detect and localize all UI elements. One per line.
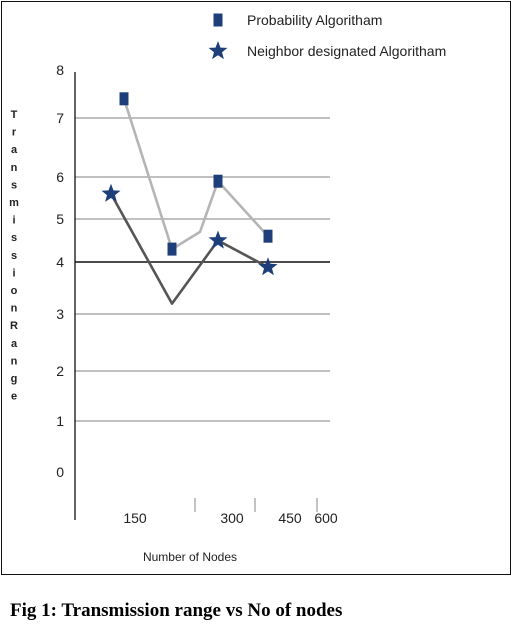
y-axis-label-char: T (11, 109, 18, 121)
legend-label-1: Neighbor designated Algoritham (247, 43, 446, 59)
data-point-square (213, 174, 223, 188)
y-axis-label-char: n (11, 355, 18, 367)
y-axis-label-char: n (11, 162, 18, 174)
data-point-square (263, 229, 273, 243)
y-tick-label-1: 1 (56, 413, 64, 429)
y-axis-label-char: n (11, 303, 18, 315)
x-axis-label: Number of Nodes (143, 550, 237, 564)
data-point-star (208, 230, 228, 249)
y-axis-label-char: i (12, 215, 15, 227)
y-axis-label-char: s (11, 250, 17, 262)
y-axis-label-char: a (11, 338, 18, 350)
series-line-1 (109, 193, 269, 305)
y-tick-label-2: 2 (56, 363, 64, 379)
y-tick-label-8: 8 (56, 62, 64, 78)
y-tick-label-6: 6 (56, 169, 64, 185)
y-tick-label-0: 0 (56, 464, 64, 480)
y-tick-label-5: 5 (56, 211, 64, 227)
y-axis-label-char: o (11, 285, 18, 297)
series-line-0 (122, 98, 269, 251)
x-tick-label-300: 300 (220, 510, 244, 526)
figure-frame (1, 1, 511, 575)
y-axis-label-char: i (12, 267, 15, 279)
y-axis-label-char: e (11, 391, 17, 403)
y-axis-label-char: r (12, 127, 17, 139)
data-point-square (119, 92, 129, 106)
y-axis-label-char: s (11, 179, 17, 191)
data-point-star (258, 257, 278, 276)
y-axis-label-char: R (10, 320, 18, 332)
y-axis-label-char: g (11, 373, 18, 385)
figure-caption: Fig 1: Transmission range vs No of nodes (10, 600, 343, 621)
y-tick-label-3: 3 (56, 306, 64, 322)
data-point-square (167, 242, 177, 256)
legend-label-0: Probability Algoritham (247, 12, 382, 28)
x-tick-label-450: 450 (278, 510, 302, 526)
y-axis-label-char: s (11, 232, 17, 244)
data-point-star (101, 183, 121, 202)
legend-marker-star (208, 41, 228, 60)
x-tick-label-150: 150 (123, 510, 147, 526)
y-tick-label-4: 4 (56, 254, 64, 270)
x-tick-label-600: 600 (314, 510, 338, 526)
legend-marker-square (213, 13, 223, 27)
y-tick-label-7: 7 (56, 110, 64, 126)
y-axis-label-char: m (9, 197, 19, 209)
y-axis-label-char: a (11, 144, 18, 156)
